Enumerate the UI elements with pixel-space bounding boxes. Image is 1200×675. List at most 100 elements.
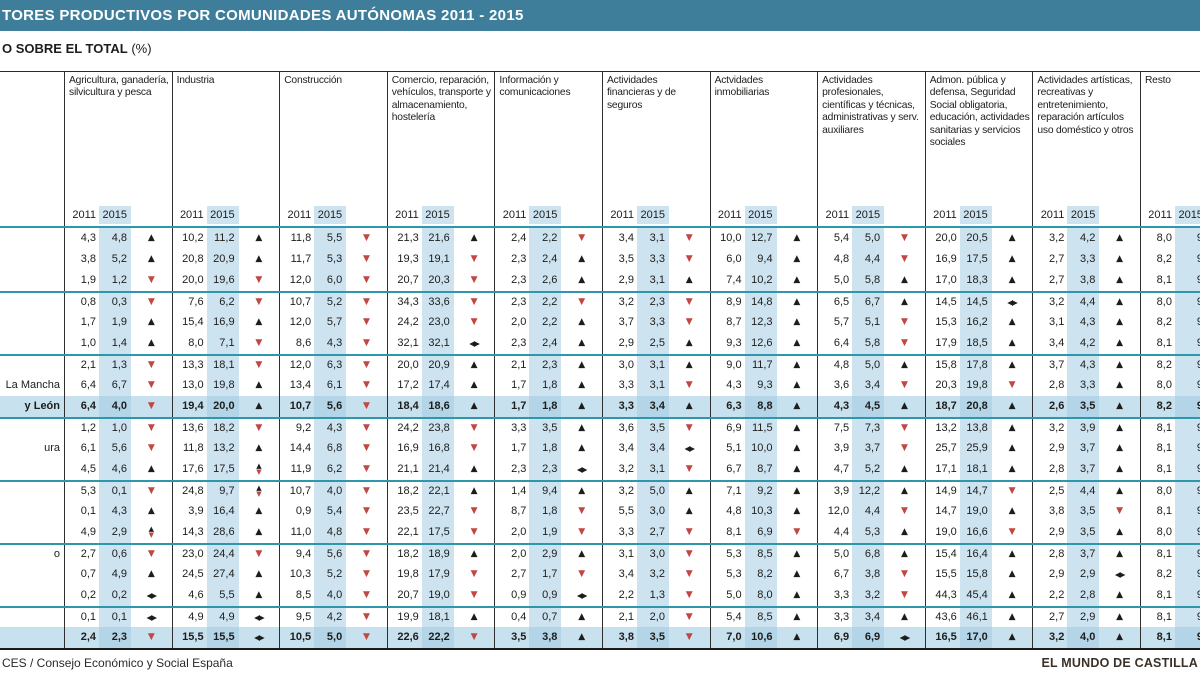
value-2015: 17,5: [421, 522, 454, 543]
trend-cell: ▼: [669, 585, 710, 606]
value-2011: 2,7: [1049, 253, 1065, 265]
sector-cell: 2,9 2,9 ◀▶: [1032, 564, 1140, 585]
table-body: 4,3 4,8 ▲ 10,2 11,2 ▲ 11,8 5,5 ▼ 21,3 21,6 ▲ 2,4 2,2 ▼…: [0, 228, 1200, 650]
value-2015: 5,0: [314, 627, 347, 648]
sector-cell: 4,3 4,8 ▲: [64, 228, 172, 249]
trend-cell: ▲: [561, 419, 602, 438]
value-2011: 9,2: [295, 422, 312, 434]
trend-down-icon: ▼: [793, 527, 801, 537]
sector-cell: 3,2 3,1 ▼: [601, 459, 710, 480]
trend-down-icon: ▼: [147, 549, 155, 559]
value-2015: 3,7: [1067, 545, 1100, 564]
trend-cell: ▲: [454, 545, 495, 564]
year-2015-label: 2015: [314, 206, 347, 224]
value-2011: 15,5: [182, 631, 204, 643]
trend-cell: ▲: [454, 482, 495, 501]
years-row: 2011 2015: [173, 204, 280, 226]
trend-cell: ▲: [239, 501, 280, 522]
value-2011: 8,1: [1156, 505, 1172, 517]
trend-down-icon: ▼: [900, 590, 908, 600]
value-2015: 0,6: [99, 545, 131, 564]
value-2015: 18,1: [421, 608, 454, 627]
sector-cell: 15,5 15,8 ▲: [924, 564, 1033, 585]
value-2011: 2,4: [80, 631, 96, 643]
trend-down-icon: ▼: [470, 423, 478, 433]
value-2015: 4,0: [314, 585, 347, 606]
sector-cell: 2,3 2,6 ▲: [494, 270, 602, 291]
value-2015: 4,2: [1067, 228, 1100, 249]
sector-cell: 5,7 5,1 ▼: [817, 312, 925, 333]
trend-cell: ▼: [131, 438, 172, 459]
trend-cell: ▲: [561, 333, 602, 354]
sector-cell: 8,0 9: [1139, 228, 1200, 249]
value-2015: 6,2: [314, 459, 347, 480]
trend-down-icon: ▼: [900, 423, 908, 433]
value-2011: 6,0: [726, 253, 742, 265]
trend-up-icon: ▲: [793, 569, 801, 579]
sector-cell: 2,7 3,8 ▲: [1032, 270, 1140, 291]
trend-cell: ▲: [777, 270, 818, 291]
value-2011: 3,1: [618, 548, 634, 560]
value-2011: 2,8: [1049, 463, 1065, 475]
value-2015: 8,8: [744, 396, 777, 417]
sector-cell: 4,8 10,3 ▲: [709, 501, 818, 522]
value-2015: 1,8: [529, 396, 562, 417]
value-2011: 10,2: [182, 232, 204, 244]
value-2011: 2,1: [511, 359, 527, 371]
value-2015: 4,3: [314, 333, 347, 354]
trend-equal-icon: ◀▶: [1114, 570, 1126, 579]
years-row: 2011 2015: [711, 204, 818, 226]
trend-cell: ▲: [454, 608, 495, 627]
table-row: 2,4 2,3 ▼ 15,5 15,5 ◀▶ 10,5 5,0 ▼ 22,6 22,2 ▼ 3,5 3,8…: [0, 627, 1200, 648]
value-2011: 6,7: [726, 463, 742, 475]
value-2011: 8,1: [1156, 589, 1172, 601]
sector-cell: 7,1 9,2 ▲: [709, 482, 818, 501]
trend-cell: ▼: [346, 249, 387, 270]
sector-cell: 3,5 3,8 ▲: [494, 627, 602, 648]
table-row: 4,3 4,8 ▲ 10,2 11,2 ▲ 11,8 5,5 ▼ 21,3 21,6 ▲ 2,4 2,2 ▼…: [0, 228, 1200, 249]
trend-cell: ▲: [777, 419, 818, 438]
value-2015: 8,5: [744, 545, 777, 564]
trend-cell: ▲: [992, 501, 1033, 522]
trend-cell: ▼: [454, 501, 495, 522]
value-2011: 6,4: [833, 337, 850, 349]
value-2011: 2,3: [511, 463, 527, 475]
value-2015: 2,6: [529, 270, 562, 291]
value-2011: 19,4: [182, 400, 204, 412]
trend-down-icon: ▼: [363, 380, 370, 390]
sector-cell: 0,7 4,9 ▲: [64, 564, 172, 585]
sector-cell: 11,8 5,5 ▼: [279, 228, 387, 249]
value-2015: 1,8: [529, 375, 562, 396]
trend-up-icon: ▲: [685, 401, 693, 411]
value-2015: 2,5: [636, 333, 669, 354]
sector-header: Actividades financieras y de seguros 2011…: [601, 72, 710, 226]
value-2015: 9: [1174, 459, 1200, 480]
value-2011: 3,2: [618, 463, 634, 475]
region-label: ura: [44, 442, 60, 454]
trend-cell: ▼: [346, 270, 387, 291]
sector-cell: 5,0 5,8 ▲: [817, 270, 925, 291]
value-2011: 0,1: [80, 611, 96, 623]
trend-equal-icon: ◀▶: [576, 465, 588, 474]
sector-cell: 8,1 9: [1139, 545, 1200, 564]
trend-down-icon: ▼: [685, 632, 693, 642]
value-2015: 5,2: [99, 249, 131, 270]
value-2011: 8,6: [295, 337, 312, 349]
value-2015: 17,4: [421, 375, 454, 396]
trend-cell: ▼: [239, 270, 280, 291]
trend-cell: ▲: [777, 459, 818, 480]
trend-down-icon: ▼: [685, 612, 693, 622]
trend-cell: ▲: [239, 564, 280, 585]
trend-cell: ▲: [239, 375, 280, 396]
trend-up-icon: ▲: [1008, 275, 1016, 285]
value-2011: 11,8: [183, 442, 204, 454]
value-2011: 8,9: [726, 296, 742, 308]
value-2015: 6,2: [206, 293, 239, 312]
value-2015: 4,4: [1067, 482, 1100, 501]
trend-down-icon: ▼: [363, 612, 370, 622]
value-2011: 2,7: [80, 548, 96, 560]
trend-cell: ▼: [669, 627, 710, 648]
trend-cell: ▼: [884, 249, 925, 270]
source-credit: CES / Consejo Económico y Social España: [2, 656, 233, 670]
sector-cell: 8,6 4,3 ▼: [279, 333, 387, 354]
